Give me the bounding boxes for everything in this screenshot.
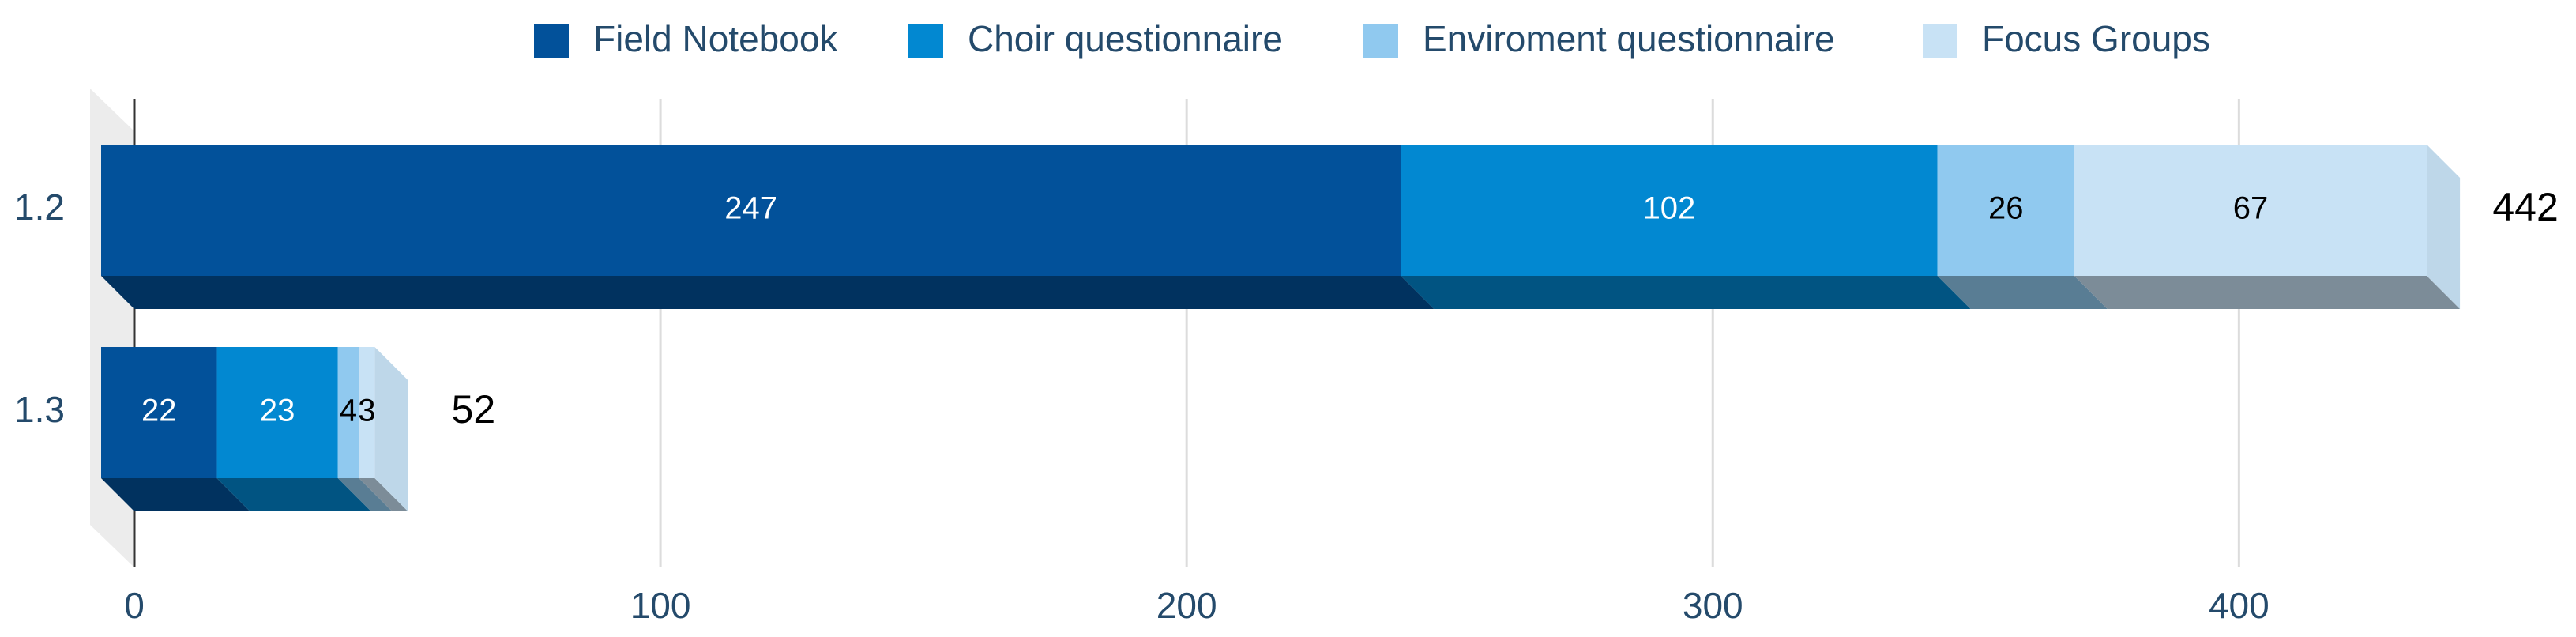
bar-depth (101, 478, 250, 511)
legend-label: Choir questionnaire (968, 18, 1283, 59)
bar-side (2427, 145, 2461, 309)
value-label: 102 (1643, 191, 1696, 226)
value-label: 247 (724, 191, 777, 226)
total-label: 52 (452, 387, 496, 432)
bar-depth (101, 276, 1435, 309)
category-label: 1.2 (14, 187, 65, 228)
bar (1401, 145, 1938, 276)
x-tick-label: 400 (2209, 585, 2270, 626)
bar (2074, 145, 2427, 276)
legend-label: Enviroment questionnaire (1423, 18, 1835, 59)
bar (101, 347, 217, 478)
total-label: 442 (2492, 185, 2558, 229)
bars (101, 145, 2461, 511)
x-tick-label: 300 (1683, 585, 1743, 626)
value-label: 22 (141, 394, 177, 428)
legend: Field Notebook Choir questionnaire Envirom… (534, 18, 2210, 59)
bar-depth (1401, 276, 1971, 309)
bar-depth (1937, 276, 2108, 309)
labels: 1.2 247 102 26 67 442 1.3 22 23 4 3 52 (14, 185, 2559, 432)
value-label: 26 (1988, 191, 2024, 226)
value-label: 4 (340, 394, 357, 428)
bar (1937, 145, 2074, 276)
bar-side (374, 347, 408, 511)
legend-swatch (534, 24, 569, 58)
bar-depth (2074, 276, 2461, 309)
x-tick-label: 200 (1156, 585, 1217, 626)
x-tick-label: 100 (630, 585, 691, 626)
legend-swatch (1363, 24, 1398, 58)
bar (101, 145, 1401, 276)
bar-depth (216, 478, 371, 511)
bar (216, 347, 338, 478)
bar (359, 347, 375, 478)
value-label: 67 (2233, 191, 2269, 226)
x-tick-label: 0 (124, 585, 145, 626)
legend-swatch (1923, 24, 1957, 58)
legend-label: Field Notebook (593, 18, 838, 59)
bar-depth (359, 478, 408, 511)
legend-swatch (908, 24, 943, 58)
category-label: 1.3 (14, 389, 65, 430)
value-label: 3 (358, 394, 375, 428)
bar-depth (337, 478, 393, 511)
bar (337, 347, 359, 478)
legend-label: Focus Groups (1982, 18, 2210, 59)
value-label: 23 (260, 394, 295, 428)
